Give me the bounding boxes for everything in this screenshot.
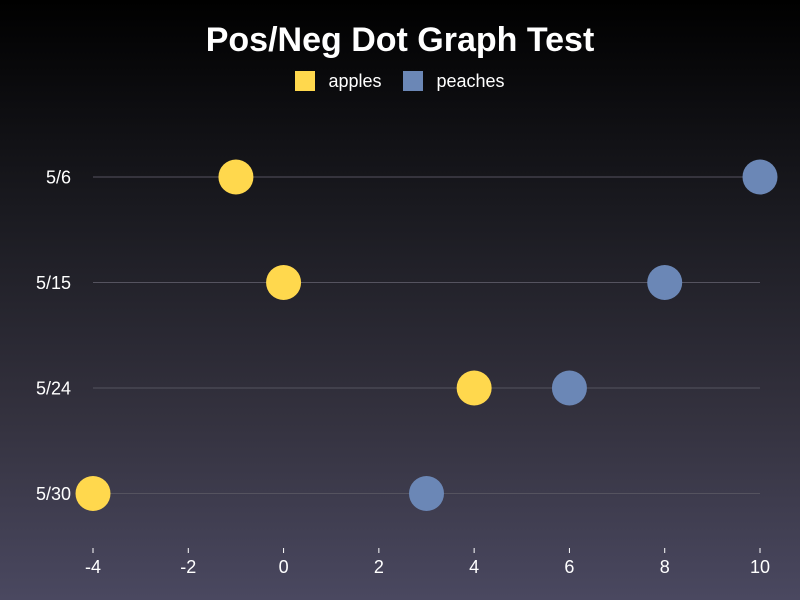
dot-peaches-5-6[interactable] xyxy=(742,159,778,195)
x-tick-label: 2 xyxy=(374,557,384,577)
dot-apples-5-24[interactable] xyxy=(456,370,492,406)
y-tick-label: 5/6 xyxy=(46,168,71,188)
chart-title: Pos/Neg Dot Graph Test xyxy=(205,21,595,59)
grid-layer xyxy=(93,176,760,494)
x-tick-label: 0 xyxy=(279,557,289,577)
x-tick-label: 4 xyxy=(469,557,479,577)
x-tick-label: 10 xyxy=(750,557,770,577)
dot-apples-5-6[interactable] xyxy=(218,159,254,195)
legend-item-apples[interactable]: apples xyxy=(295,69,381,93)
y-axis: 5/6 5/15 5/24 5/30 xyxy=(36,168,71,505)
legend-swatch-peaches xyxy=(403,71,424,91)
dot-peaches-5-24[interactable] xyxy=(551,370,587,406)
dot-apples-5-30[interactable] xyxy=(75,476,111,511)
x-axis: -4 -2 0 2 4 6 8 10 xyxy=(85,548,770,577)
dot-peaches-5-30[interactable] xyxy=(409,476,444,511)
y-tick-label: 5/15 xyxy=(36,273,71,293)
legend-label-peaches: peaches xyxy=(436,71,505,91)
legend-label-apples: apples xyxy=(328,71,382,91)
x-tick-label: 6 xyxy=(564,557,574,577)
dots-layer xyxy=(75,159,778,511)
dot-apples-5-15[interactable] xyxy=(266,265,302,300)
dot-peaches-5-15[interactable] xyxy=(647,265,683,300)
legend-swatch-apples xyxy=(295,71,316,91)
x-tick-label: -4 xyxy=(85,557,101,577)
x-tick-label: 8 xyxy=(660,557,670,577)
y-tick-label: 5/30 xyxy=(36,484,71,504)
y-tick-label: 5/24 xyxy=(36,379,71,399)
x-tick-label: -2 xyxy=(180,557,196,577)
legend: apples peaches xyxy=(0,69,800,93)
legend-item-peaches[interactable]: peaches xyxy=(403,69,505,93)
